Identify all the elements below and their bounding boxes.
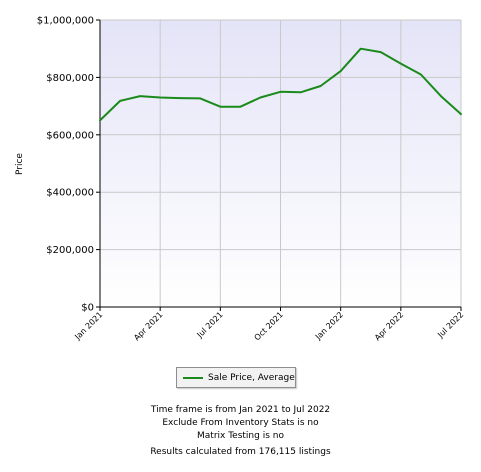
sale-price-chart: $0 $200,000 $400,000 $600,000 $800,000 $1,000…	[15, 16, 465, 343]
x-tick-label: Jan 2021	[72, 310, 104, 342]
series-line-sale-price-average	[99, 47, 462, 122]
series-layer	[99, 47, 462, 122]
y-tick-label: $200,000	[46, 245, 94, 256]
x-tick-label: Apr 2022	[373, 310, 405, 342]
footnote-results-count: Results calculated from 176,115 listings	[150, 447, 331, 457]
footnote-time-frame: Time frame is from Jan 2021 to Jul 2022	[150, 405, 331, 415]
x-axis-tick-labels: Jan 2021 Apr 2021 Jul 2021 Oct 2021 Jan 2022…	[72, 310, 465, 342]
legend-label-sale-price: Sale Price, Average	[208, 372, 295, 383]
y-axis-title: Price	[15, 153, 25, 175]
x-tick-label: Apr 2021	[132, 310, 164, 342]
y-tick-label: $400,000	[46, 188, 94, 199]
y-axis-tick-labels: $0 $200,000 $400,000 $600,000 $800,000 $1,000…	[37, 16, 94, 314]
axes	[96, 19, 462, 311]
footnote-exclude-inventory: Exclude From Inventory Stats is no	[162, 418, 319, 428]
x-tick-label: Jan 2022	[313, 310, 345, 342]
chart-footnotes: Time frame is from Jan 2021 to Jul 2022 …	[0, 404, 481, 459]
legend-swatch-sale-price	[183, 376, 203, 379]
y-tick-label: $0	[81, 303, 94, 314]
x-tick-label: Jul 2022	[435, 310, 465, 340]
y-tick-label: $800,000	[46, 73, 94, 84]
gridlines	[100, 19, 462, 307]
y-tick-label: $1,000,000	[37, 16, 94, 27]
x-tick-label: Oct 2021	[253, 310, 285, 342]
x-tick-label: Jul 2021	[195, 310, 225, 340]
footnote-matrix-testing: Matrix Testing is no	[197, 431, 284, 441]
y-tick-label: $600,000	[46, 130, 94, 141]
chart-legend: Sale Price, Average	[176, 367, 296, 388]
